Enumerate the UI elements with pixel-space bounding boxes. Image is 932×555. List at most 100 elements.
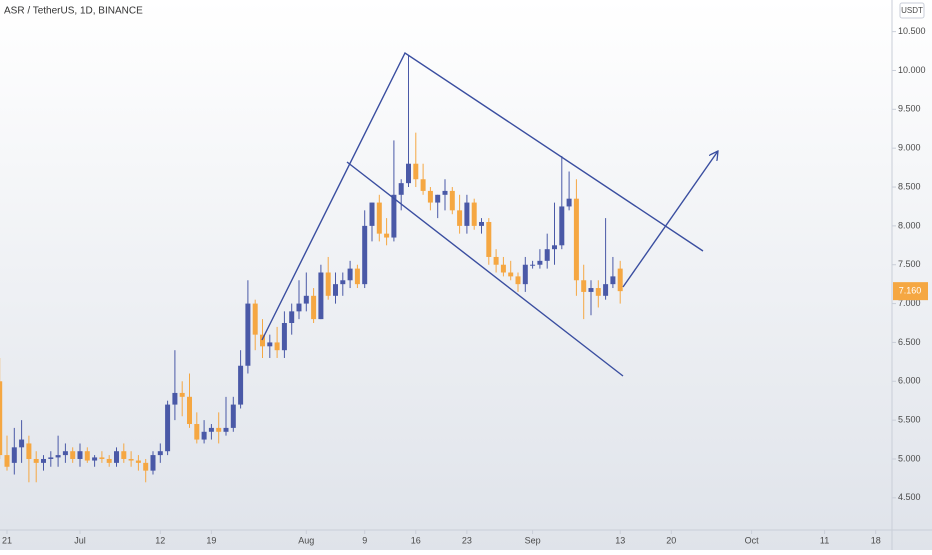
trend-line <box>261 51 704 341</box>
candle-body <box>77 451 83 459</box>
candle-body <box>486 221 492 257</box>
candle-body <box>427 190 433 203</box>
candle-body <box>479 221 484 226</box>
candle-body <box>41 458 46 463</box>
candle-body <box>62 451 68 456</box>
x-tick-label: 20 <box>666 535 676 545</box>
candle-body <box>500 264 506 273</box>
candle-body <box>11 447 17 463</box>
candle-body <box>289 311 295 324</box>
candle-body <box>522 264 528 285</box>
candle-body <box>398 183 404 195</box>
y-tick-label: 10.500 <box>898 26 926 36</box>
candle-body <box>33 458 39 463</box>
candle-body <box>340 280 346 285</box>
candle-body <box>530 264 536 266</box>
candle-body <box>274 342 280 351</box>
candle-body <box>48 457 54 459</box>
candle-body <box>493 256 499 265</box>
candle-body <box>384 233 390 238</box>
candle-body <box>238 365 244 405</box>
last-price-label: 7.160 <box>899 286 922 296</box>
x-tick-label: 13 <box>615 535 625 545</box>
candle-body <box>559 206 565 246</box>
candle-body <box>92 457 98 461</box>
x-tick-label: 23 <box>462 535 472 545</box>
candle-body <box>406 163 411 184</box>
candle-body <box>347 268 353 281</box>
candles <box>0 54 623 483</box>
candle-body <box>165 404 171 452</box>
y-tick-label: 8.000 <box>898 220 921 230</box>
candle-body <box>245 303 251 366</box>
candle-body <box>296 303 302 312</box>
x-tick-label: 11 <box>820 535 829 545</box>
x-tick-label: 16 <box>411 535 421 545</box>
candle-body <box>376 202 382 234</box>
y-tick-label: 6.000 <box>898 376 921 386</box>
currency-label[interactable]: USDT <box>901 6 923 15</box>
candle-body <box>449 190 455 211</box>
y-tick-label: 8.500 <box>898 181 921 191</box>
y-tick-label: 4.500 <box>898 492 921 502</box>
x-tick-label: Jul <box>74 535 86 545</box>
candle-body <box>588 288 594 292</box>
candle-body <box>208 427 214 432</box>
candle-body <box>435 194 441 203</box>
candle-body <box>106 458 112 463</box>
candle-body <box>223 427 229 432</box>
chart-title: ASR / TetherUS, 1D, BINANCE <box>4 6 143 17</box>
candle-body <box>457 210 463 226</box>
candle-body <box>150 455 156 471</box>
candle-body <box>362 225 368 285</box>
x-tick-label: Sep <box>525 535 541 545</box>
candle-body <box>121 451 127 459</box>
candle-body <box>260 334 265 347</box>
candle-body <box>216 427 222 432</box>
last-price-box <box>893 282 928 301</box>
candle-body <box>172 392 178 405</box>
candle-body <box>413 163 419 180</box>
y-tick-label: 9.000 <box>898 143 921 153</box>
candle-body <box>135 460 141 463</box>
candle-body <box>333 284 338 296</box>
y-tick-label: 7.000 <box>898 298 921 308</box>
trend-line <box>346 161 624 377</box>
x-tick-label: 18 <box>871 535 881 545</box>
x-tick-label: 19 <box>206 535 216 545</box>
candle-body <box>194 424 200 440</box>
currency-button[interactable] <box>899 2 925 19</box>
candle-body <box>537 260 543 265</box>
candle-body <box>4 455 10 467</box>
candle-body <box>369 202 375 226</box>
y-tick-label: 10.000 <box>898 65 926 75</box>
candle-body <box>595 288 601 296</box>
candle-body <box>19 439 25 448</box>
candle-body <box>617 268 623 292</box>
candle-body <box>581 280 587 292</box>
x-tick-label: 21 <box>2 535 12 545</box>
candle-body <box>566 198 572 207</box>
candle-body <box>128 458 134 461</box>
candle-body <box>99 457 105 459</box>
x-tick-label: Aug <box>298 535 314 545</box>
drawings <box>261 51 718 377</box>
candle-body <box>464 202 470 226</box>
y-tick-label: 9.500 <box>898 104 921 114</box>
candle-body <box>318 272 324 320</box>
candle-body <box>26 443 32 459</box>
candle-body <box>442 190 448 195</box>
candle-body <box>267 342 273 347</box>
candle-body <box>544 249 550 261</box>
candle-body <box>420 179 426 191</box>
candle-body <box>157 451 163 456</box>
candle-body <box>573 198 579 281</box>
candle-body <box>325 272 331 296</box>
candle-body <box>610 276 616 285</box>
candle-body <box>0 381 3 456</box>
x-tick-label: 9 <box>362 535 367 545</box>
candle-body <box>70 451 76 459</box>
candle-body <box>84 451 90 461</box>
